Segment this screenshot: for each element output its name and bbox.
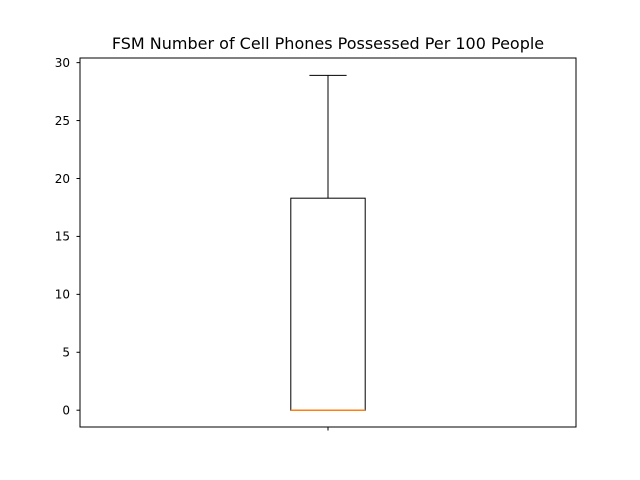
y-tick-label: 30 — [55, 56, 70, 70]
y-tick-label: 5 — [62, 346, 70, 360]
y-tick-label: 10 — [55, 288, 70, 302]
plot-area-frame — [79, 57, 577, 428]
box-group — [290, 74, 366, 411]
y-tick-label: 25 — [55, 114, 70, 128]
y-axis: 0 5 10 15 20 25 30 — [55, 56, 80, 418]
y-tick-label: 20 — [55, 172, 70, 186]
y-tick-label: 15 — [55, 230, 70, 244]
y-tick-label: 0 — [62, 404, 70, 418]
chart-title: FSM Number of Cell Phones Possessed Per … — [112, 34, 544, 53]
